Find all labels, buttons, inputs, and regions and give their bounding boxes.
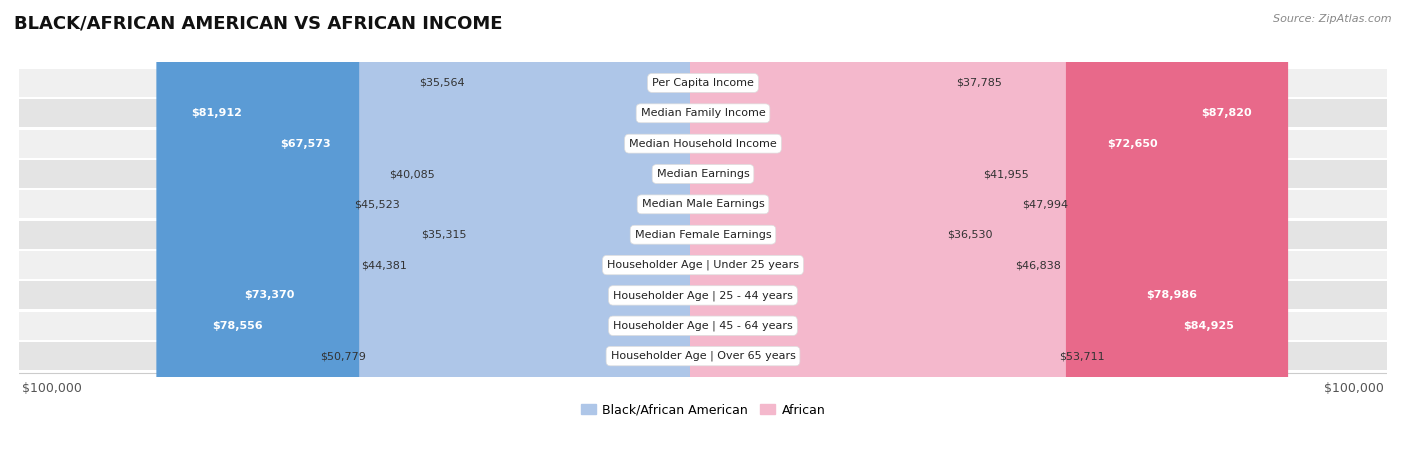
Bar: [20, 69, 1386, 97]
FancyBboxPatch shape: [690, 0, 1288, 467]
Text: Householder Age | Under 25 years: Householder Age | Under 25 years: [607, 260, 799, 270]
Text: Median Earnings: Median Earnings: [657, 169, 749, 179]
Text: $50,779: $50,779: [319, 351, 366, 361]
Text: Source: ZipAtlas.com: Source: ZipAtlas.com: [1274, 14, 1392, 24]
FancyBboxPatch shape: [212, 0, 716, 467]
Text: $37,785: $37,785: [956, 78, 1001, 88]
Bar: [20, 251, 1386, 279]
Text: $78,556: $78,556: [212, 321, 263, 331]
Text: Median Household Income: Median Household Income: [628, 139, 778, 149]
Text: $81,912: $81,912: [191, 108, 242, 118]
Bar: [20, 160, 1386, 188]
Text: $35,315: $35,315: [420, 230, 467, 240]
Text: $35,564: $35,564: [419, 78, 465, 88]
FancyBboxPatch shape: [690, 0, 1029, 467]
FancyBboxPatch shape: [401, 0, 716, 467]
Bar: [20, 312, 1386, 340]
Text: $73,370: $73,370: [245, 290, 294, 300]
FancyBboxPatch shape: [156, 0, 716, 467]
Text: Median Family Income: Median Family Income: [641, 108, 765, 118]
Text: Median Female Earnings: Median Female Earnings: [634, 230, 772, 240]
FancyBboxPatch shape: [690, 0, 962, 467]
Text: $45,523: $45,523: [354, 199, 399, 209]
Text: $44,381: $44,381: [361, 260, 408, 270]
Bar: [20, 342, 1386, 370]
FancyBboxPatch shape: [429, 0, 716, 467]
Text: $46,838: $46,838: [1015, 260, 1060, 270]
Text: Median Male Earnings: Median Male Earnings: [641, 199, 765, 209]
Text: $84,925: $84,925: [1184, 321, 1234, 331]
Bar: [20, 282, 1386, 309]
Text: $40,085: $40,085: [389, 169, 436, 179]
Text: Householder Age | Over 65 years: Householder Age | Over 65 years: [610, 351, 796, 361]
Text: $78,986: $78,986: [1146, 290, 1197, 300]
FancyBboxPatch shape: [690, 0, 1066, 467]
Bar: [20, 191, 1386, 218]
Text: Per Capita Income: Per Capita Income: [652, 78, 754, 88]
FancyBboxPatch shape: [690, 0, 955, 467]
FancyBboxPatch shape: [690, 0, 1189, 467]
FancyBboxPatch shape: [460, 0, 716, 467]
FancyBboxPatch shape: [359, 0, 716, 467]
Text: BLACK/AFRICAN AMERICAN VS AFRICAN INCOME: BLACK/AFRICAN AMERICAN VS AFRICAN INCOME: [14, 14, 502, 32]
FancyBboxPatch shape: [394, 0, 716, 467]
Bar: [20, 221, 1386, 248]
FancyBboxPatch shape: [250, 0, 716, 467]
Text: Householder Age | 25 - 44 years: Householder Age | 25 - 44 years: [613, 290, 793, 301]
FancyBboxPatch shape: [690, 0, 1230, 467]
Text: $72,650: $72,650: [1107, 139, 1157, 149]
Bar: [20, 130, 1386, 158]
FancyBboxPatch shape: [179, 0, 716, 467]
Text: $53,711: $53,711: [1059, 351, 1105, 361]
Text: $41,955: $41,955: [983, 169, 1029, 179]
FancyBboxPatch shape: [458, 0, 716, 467]
Text: $47,994: $47,994: [1022, 199, 1069, 209]
Text: $87,820: $87,820: [1202, 108, 1253, 118]
FancyBboxPatch shape: [690, 0, 1021, 467]
Text: $36,530: $36,530: [948, 230, 993, 240]
FancyBboxPatch shape: [690, 0, 990, 467]
FancyBboxPatch shape: [690, 0, 1270, 467]
Text: Householder Age | 45 - 64 years: Householder Age | 45 - 64 years: [613, 320, 793, 331]
Text: $67,573: $67,573: [280, 139, 330, 149]
Legend: Black/African American, African: Black/African American, African: [575, 399, 831, 422]
Bar: [20, 99, 1386, 127]
